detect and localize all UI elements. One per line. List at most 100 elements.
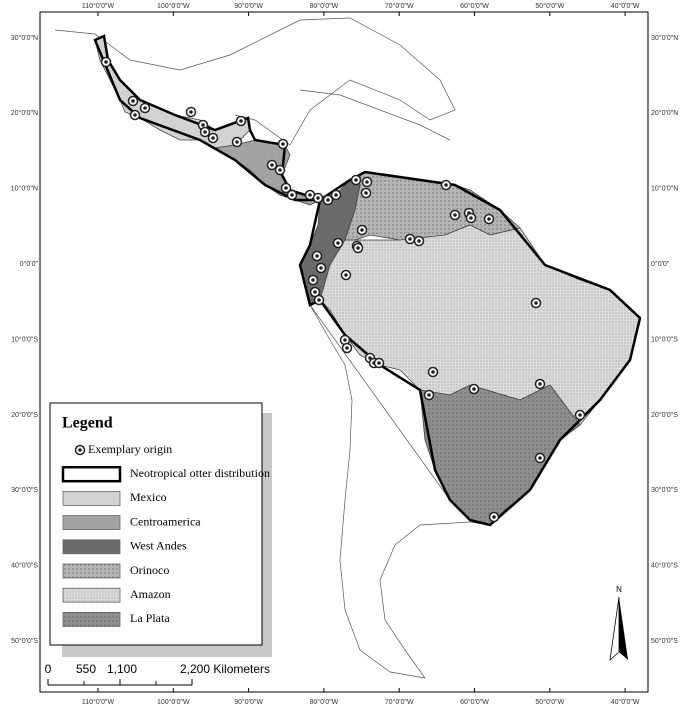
origin-point-core <box>203 130 207 134</box>
origin-point-core <box>538 456 542 460</box>
origin-point-core <box>534 301 538 305</box>
origin-point-core <box>345 346 349 350</box>
latitude-label: 10°0'0"N <box>11 185 38 193</box>
origin-point-core <box>487 217 491 221</box>
origin-point-core <box>364 191 368 195</box>
legend-label: Neotropical otter distribution <box>130 466 270 480</box>
origin-point-core <box>326 198 330 202</box>
origin-point-core <box>211 136 215 140</box>
origin-point-core <box>360 228 364 232</box>
origin-point-core <box>189 110 193 114</box>
longitude-label: 70°0'0"W <box>385 698 414 706</box>
origin-point-core <box>201 123 205 127</box>
scale-label: 2,200 Kilometers <box>180 662 270 676</box>
origin-point-core <box>239 119 243 123</box>
latitude-label: 30°0'0"S <box>11 486 38 494</box>
origin-point-core <box>492 515 496 519</box>
latitude-label: 40°0'0"S <box>11 562 38 570</box>
origin-point-core <box>538 382 542 386</box>
graticule: 110°0'0"W 110°0'0"W 100°0'0"W 100°0'0"W 90°0… <box>11 2 679 706</box>
latitude-label: 20°0'0"N <box>11 109 38 117</box>
latitude-label: 20°0'0"S <box>11 411 38 419</box>
legend-swatch-pattern <box>63 612 120 627</box>
origin-point-core <box>278 168 282 172</box>
longitude-label: 60°0'0"W <box>460 698 489 706</box>
latitude-label: 50°0'0"S <box>651 637 678 645</box>
legend-label: Amazon <box>130 587 171 601</box>
latitude-label: 30°0'0"N <box>651 34 678 42</box>
origin-point-core <box>365 180 369 184</box>
latitude-label: 40°0'0"S <box>651 562 678 570</box>
latitude-label: 20°0'0"S <box>651 411 678 419</box>
north-arrow <box>619 597 628 660</box>
origin-point-core <box>472 387 476 391</box>
legend-label: Orinoco <box>130 563 169 577</box>
origin-point-core <box>354 178 358 182</box>
legend-swatch <box>62 539 121 555</box>
legend-swatch <box>61 465 122 483</box>
scale-label: 550 <box>76 662 96 676</box>
longitude-label: 110°0'0"W <box>82 698 115 706</box>
longitude-label: 80°0'0"W <box>309 2 338 10</box>
longitude-label: 90°0'0"W <box>234 2 263 10</box>
origin-point-core <box>344 273 348 277</box>
latitude-label: 10°0'0"S <box>651 335 678 343</box>
origin-point-core <box>270 163 274 167</box>
origin-point-core <box>444 183 448 187</box>
latitude-label: 0°0'0" <box>651 260 670 268</box>
origin-point-core <box>427 393 431 397</box>
origin-point-core <box>334 193 338 197</box>
origin-point-core <box>578 413 582 417</box>
latitude-label: 30°0'0"S <box>651 486 678 494</box>
origin-point-core <box>311 278 315 282</box>
origin-point-core <box>133 113 137 117</box>
origin-point-core <box>284 186 288 190</box>
origin-point-core <box>316 196 320 200</box>
legend: Exemplary origin Neotropical otter distri… <box>61 442 270 627</box>
origin-point-core <box>143 106 147 110</box>
latitude-label: 0°0'0" <box>20 260 39 268</box>
legend-label: Centroamerica <box>130 514 201 528</box>
longitude-label: 50°0'0"W <box>535 698 564 706</box>
origin-point-core <box>313 290 317 294</box>
longitude-label: 110°0'0"W <box>82 2 115 10</box>
legend-swatch <box>62 515 121 530</box>
longitude-label: 40°0'0"W <box>611 2 640 10</box>
latitude-label: 50°0'0"S <box>11 637 38 645</box>
longitude-label: 60°0'0"W <box>460 2 489 10</box>
latitude-label: 30°0'0"N <box>11 34 38 42</box>
north-arrow <box>609 596 620 662</box>
legend-swatch-pattern <box>63 588 120 603</box>
origin-point-core <box>131 99 135 103</box>
latitude-label: 10°0'0"S <box>11 335 38 343</box>
origin-point-core <box>281 142 285 146</box>
legend-label: Mexico <box>130 490 167 504</box>
origin-point-core <box>319 266 323 270</box>
origin-point-core <box>417 239 421 243</box>
origin-point-core <box>290 193 294 197</box>
origin-point-core <box>317 298 321 302</box>
longitude-label: 70°0'0"W <box>385 2 414 10</box>
origin-point-core <box>356 246 360 250</box>
legend-swatch <box>62 490 121 506</box>
land <box>54 17 491 679</box>
longitude-label: 100°0'0"W <box>157 698 190 706</box>
latitude-label: 10°0'0"N <box>651 185 678 193</box>
origin-point-core <box>453 213 457 217</box>
legend-label: La Plata <box>130 611 170 625</box>
origin-point-core <box>315 254 319 258</box>
longitude-label: 40°0'0"W <box>611 698 640 706</box>
legend-title: Legend <box>62 415 113 432</box>
legend-swatch-pattern <box>63 564 120 578</box>
longitude-label: 50°0'0"W <box>535 2 564 10</box>
origin-point-core <box>377 361 381 365</box>
longitude-label: 90°0'0"W <box>234 698 263 706</box>
origin-point-core <box>336 241 340 245</box>
origin-point-core <box>431 370 435 374</box>
longitude-label: 100°0'0"W <box>157 2 190 10</box>
scale-label: 1,100 <box>107 662 137 676</box>
scale-label: 0 <box>45 662 52 676</box>
origin-point-core <box>469 216 473 220</box>
origin-point-core <box>235 140 239 144</box>
